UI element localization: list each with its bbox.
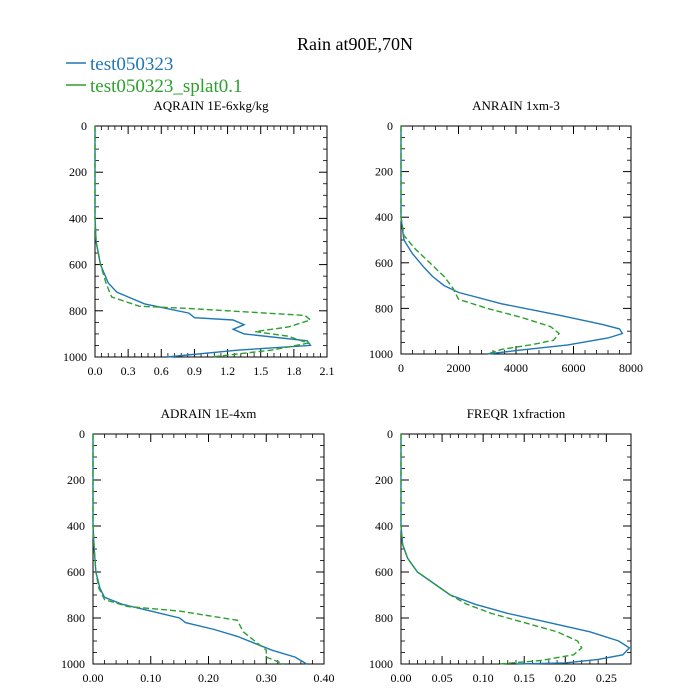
series-line-test050323 — [92, 434, 308, 665]
y-tick-label: 1000 — [369, 657, 393, 671]
y-tick-label: 600 — [375, 565, 393, 579]
y-tick-label: 1000 — [369, 347, 393, 361]
y-tick-label: 200 — [69, 165, 87, 179]
y-tick-label: 600 — [69, 258, 87, 272]
x-tick-label: 0.10 — [473, 671, 494, 685]
series-line-test050323 — [94, 126, 312, 358]
plot-frame — [400, 433, 632, 665]
plot-frame — [400, 125, 632, 355]
y-tick-label: 0 — [79, 427, 85, 441]
x-tick-label: 0.25 — [596, 671, 617, 685]
y-tick-label: 800 — [67, 611, 85, 625]
x-tick-label: 0.15 — [514, 671, 535, 685]
y-tick-label: 1000 — [61, 657, 85, 671]
y-tick-label: 800 — [375, 611, 393, 625]
x-tick-label: 0 — [398, 361, 404, 375]
panel-2: ANRAIN 1xm-3 0 2000 4000 6000 8000 0 200 400 600 8… — [369, 98, 643, 375]
y-tick-label: 600 — [67, 565, 85, 579]
panel-2-title: ANRAIN 1xm-3 — [472, 98, 560, 113]
y-tick-label: 400 — [375, 519, 393, 533]
x-tick-label: 1.8 — [286, 364, 301, 378]
x-tick-label: 0.20 — [555, 671, 576, 685]
x-tick-label: 1.5 — [253, 364, 268, 378]
series-line-splat — [400, 434, 583, 665]
y-tick-label: 800 — [375, 301, 393, 315]
panel-4: FREQR 1xfraction 0.00 0.05 0.10 0.15 0.20 0.25… — [369, 406, 632, 685]
x-tick-label: 0.00 — [391, 671, 412, 685]
plot-frame — [94, 125, 328, 358]
panels: AQRAIN 1E-6xkg/kg 0.0 0.3 0.6 0.9 1.2 1.5 1.8 2.… — [61, 98, 643, 685]
series-line-splat — [400, 126, 561, 355]
legend-label-test050323: test050323 — [90, 54, 173, 75]
legend: test050323 test050323_splat0.1 — [66, 54, 243, 97]
y-tick-label: 800 — [69, 304, 87, 318]
panel-1-title: AQRAIN 1E-6xkg/kg — [153, 98, 269, 113]
x-tick-label: 0.0 — [88, 364, 103, 378]
x-tick-label: 0.9 — [187, 364, 202, 378]
panel-3: ADRAIN 1E-4xm 0.00 0.10 0.20 0.30 0.40 0 200 400… — [61, 406, 335, 685]
x-tick-label: 0.6 — [154, 364, 169, 378]
x-tick-label: 0.10 — [140, 671, 161, 685]
x-tick-label: 6000 — [562, 361, 586, 375]
plot-frame — [92, 433, 325, 665]
legend-label-splat: test050323_splat0.1 — [90, 76, 243, 97]
series-line-splat — [92, 434, 284, 665]
y-tick-label: 400 — [67, 519, 85, 533]
x-tick-label: 2000 — [447, 361, 471, 375]
y-tick-label: 200 — [67, 473, 85, 487]
x-tick-label: 1.2 — [220, 364, 235, 378]
y-tick-label: 0 — [81, 119, 87, 133]
panel-3-title: ADRAIN 1E-4xm — [161, 406, 257, 421]
y-tick-label: 400 — [375, 210, 393, 224]
x-tick-label: 0.20 — [198, 671, 219, 685]
y-tick-label: 0 — [387, 119, 393, 133]
x-tick-label: 0.40 — [314, 671, 335, 685]
panel-4-title: FREQR 1xfraction — [467, 406, 566, 421]
x-tick-label: 0.3 — [121, 364, 136, 378]
y-tick-label: 0 — [387, 427, 393, 441]
y-tick-label: 1000 — [63, 350, 87, 364]
y-tick-label: 600 — [375, 256, 393, 270]
panel-1: AQRAIN 1E-6xkg/kg 0.0 0.3 0.6 0.9 1.2 1.5 1.8 2.… — [63, 98, 335, 378]
series-line-test050323 — [400, 434, 631, 665]
figure-title: Rain at90E,70N — [297, 34, 413, 54]
series-line-splat — [94, 126, 312, 358]
y-tick-label: 400 — [69, 211, 87, 225]
y-tick-label: 200 — [375, 165, 393, 179]
x-tick-label: 8000 — [619, 361, 643, 375]
x-tick-label: 2.1 — [320, 364, 335, 378]
series-line-test050323 — [400, 126, 624, 355]
y-tick-label: 200 — [375, 473, 393, 487]
x-tick-label: 4000 — [504, 361, 528, 375]
x-tick-label: 0.05 — [432, 671, 453, 685]
x-tick-label: 0.00 — [83, 671, 104, 685]
x-tick-label: 0.30 — [256, 671, 277, 685]
